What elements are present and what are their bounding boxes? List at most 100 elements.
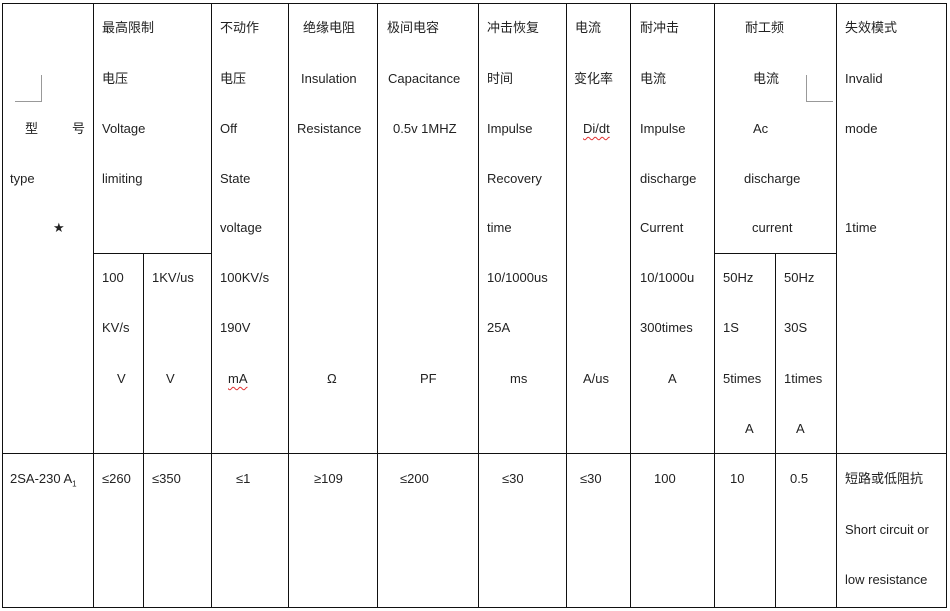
header-current-rate-unit: A/us bbox=[583, 371, 610, 386]
header-recovery: time bbox=[487, 220, 512, 235]
column-divider bbox=[143, 253, 144, 608]
header-capacitance: 0.5v 1MHZ bbox=[393, 121, 457, 136]
header-failure-mode: mode bbox=[845, 121, 878, 136]
column-divider bbox=[566, 3, 567, 608]
header-off-state: 不动作 bbox=[220, 20, 260, 35]
cell-impulse: 100 bbox=[654, 471, 676, 486]
header-off-state: Off bbox=[220, 121, 238, 136]
header-ac-discharge: Ac bbox=[753, 121, 769, 136]
cell-ac-1s: 10 bbox=[730, 471, 745, 486]
header-insulation: Insulation bbox=[301, 71, 357, 86]
subheader-ac-1s-unit: A bbox=[745, 421, 754, 436]
corner-mark bbox=[41, 75, 42, 102]
table-border-bottom bbox=[2, 607, 947, 608]
header-divider bbox=[2, 453, 947, 454]
column-divider bbox=[714, 3, 715, 608]
header-voltage-limiting: 最高限制 bbox=[102, 20, 155, 35]
cell-v-limit-1kv: ≤350 bbox=[152, 471, 181, 486]
column-divider bbox=[630, 3, 631, 608]
cell-di-dt: ≤30 bbox=[580, 471, 602, 486]
header-impulse-discharge: 10/1000u bbox=[640, 270, 695, 285]
header-insulation-unit: Ω bbox=[327, 371, 337, 386]
cell-failure: 短路或低阻抗 bbox=[845, 471, 924, 486]
header-off-state: State bbox=[220, 171, 251, 186]
header-capacitance: Capacitance bbox=[388, 71, 461, 86]
header-recovery: 时间 bbox=[487, 71, 514, 86]
subheader-100kv: 100 bbox=[102, 270, 124, 285]
cell-capacitance: ≤200 bbox=[400, 471, 429, 486]
header-insulation: 绝缘电阻 bbox=[303, 20, 356, 35]
column-divider bbox=[93, 3, 94, 608]
table-border-right bbox=[946, 3, 947, 608]
subheader-1kv: 1KV/us bbox=[152, 270, 194, 285]
header-recovery: Recovery bbox=[487, 171, 542, 186]
column-divider bbox=[775, 253, 776, 608]
header-recovery: 10/1000us bbox=[487, 270, 548, 285]
header-ac-discharge: discharge bbox=[744, 171, 801, 186]
header-voltage-limiting: 电压 bbox=[102, 71, 129, 86]
subheader-ac-1s: 5times bbox=[723, 371, 762, 386]
subheader-100kv-unit: V bbox=[117, 371, 126, 386]
model-text: 2SA-230 A bbox=[10, 471, 73, 486]
header-failure-mode: 失效模式 bbox=[845, 20, 898, 35]
header-insulation: Resistance bbox=[297, 121, 362, 136]
header-recovery: 25A bbox=[487, 320, 511, 335]
subheader-ac-30s: 50Hz bbox=[784, 270, 815, 285]
column-divider bbox=[288, 3, 289, 608]
header-model-en: type bbox=[10, 171, 35, 186]
header-ac-discharge: 电流 bbox=[753, 71, 780, 86]
header-current-rate: 变化率 bbox=[574, 71, 614, 86]
header-voltage-limiting: Voltage bbox=[102, 121, 146, 136]
cell-model: 2SA-230 A1 bbox=[10, 471, 77, 489]
header-failure-mode: 1time bbox=[845, 220, 877, 235]
header-impulse-discharge: discharge bbox=[640, 171, 697, 186]
header-off-state: 190V bbox=[220, 320, 251, 335]
header-impulse-discharge: Impulse bbox=[640, 121, 686, 136]
header-model-zh: 型 bbox=[25, 121, 39, 136]
cell-v-limit-100kv: ≤260 bbox=[102, 471, 131, 486]
cell-failure: Short circuit or bbox=[845, 522, 929, 537]
subheader-ac-1s: 1S bbox=[723, 320, 739, 335]
column-divider bbox=[377, 3, 378, 608]
header-current-rate: Di/dt bbox=[583, 121, 610, 136]
column-divider bbox=[836, 3, 837, 608]
star-icon: ★ bbox=[53, 220, 65, 235]
header-off-state: voltage bbox=[220, 220, 262, 235]
header-ac-discharge: current bbox=[752, 220, 793, 235]
subheader-ac-30s: 1times bbox=[784, 371, 823, 386]
table-border-top bbox=[2, 3, 947, 4]
header-off-state: 电压 bbox=[220, 71, 247, 86]
column-divider bbox=[478, 3, 479, 608]
cell-insulation: ≥109 bbox=[314, 471, 343, 486]
header-ac-discharge: 耐工频 bbox=[745, 20, 785, 35]
corner-mark bbox=[806, 101, 833, 102]
subheader-divider bbox=[93, 253, 211, 254]
header-impulse-discharge: 电流 bbox=[640, 71, 667, 86]
header-model-zh: 号 bbox=[72, 121, 86, 136]
subheader-1kv-unit: V bbox=[166, 371, 175, 386]
header-capacitance-unit: PF bbox=[420, 371, 437, 386]
column-divider bbox=[211, 3, 212, 608]
cell-off-state: ≤1 bbox=[236, 471, 251, 486]
header-recovery-unit: ms bbox=[510, 371, 528, 386]
header-recovery: Impulse bbox=[487, 121, 533, 136]
header-failure-mode: Invalid bbox=[845, 71, 883, 86]
header-capacitance: 极间电容 bbox=[387, 20, 440, 35]
model-subscript: 1 bbox=[72, 479, 77, 489]
subheader-100kv: KV/s bbox=[102, 320, 130, 335]
corner-mark bbox=[15, 101, 42, 102]
cell-ac-30s: 0.5 bbox=[790, 471, 809, 486]
subheader-ac-30s: 30S bbox=[784, 320, 808, 335]
subheader-ac-30s-unit: A bbox=[796, 421, 805, 436]
header-impulse-discharge: Current bbox=[640, 220, 684, 235]
corner-mark bbox=[806, 75, 807, 102]
column-divider bbox=[2, 3, 3, 608]
subheader-ac-1s: 50Hz bbox=[723, 270, 754, 285]
header-recovery: 冲击恢复 bbox=[487, 20, 540, 35]
header-off-state: 100KV/s bbox=[220, 270, 270, 285]
header-impulse-discharge-unit: A bbox=[668, 371, 677, 386]
cell-failure: low resistance bbox=[845, 572, 928, 587]
header-off-state-unit: mA bbox=[228, 371, 248, 386]
header-voltage-limiting: limiting bbox=[102, 171, 143, 186]
